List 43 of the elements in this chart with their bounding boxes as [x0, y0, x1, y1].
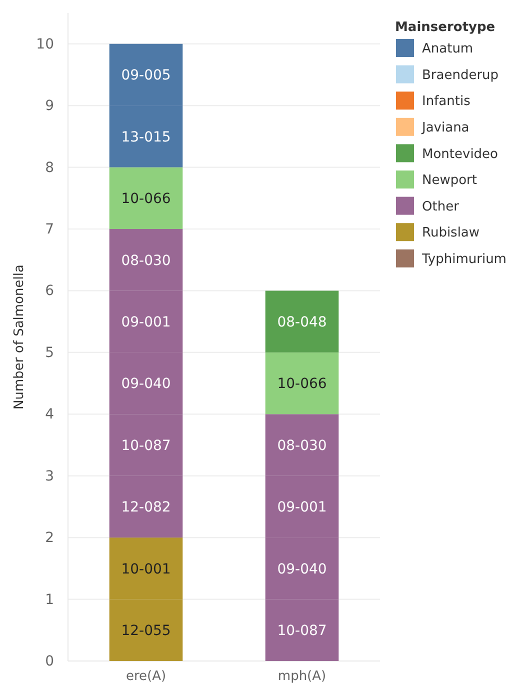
y-tick-label: 8 — [45, 160, 54, 176]
y-tick-label: 1 — [45, 592, 54, 608]
legend-label: Braenderup — [422, 68, 499, 83]
y-tick-label: 2 — [45, 530, 54, 546]
legend-label: Rubislaw — [422, 226, 480, 241]
bar — [265, 290, 339, 352]
legend-label: Newport — [422, 173, 478, 188]
data-label: 12-082 — [121, 500, 171, 516]
y-tick-label: 5 — [45, 344, 54, 361]
legend-label: Other — [422, 199, 460, 214]
y-tick-label: 4 — [45, 406, 54, 423]
data-label: 10-066 — [277, 376, 327, 392]
y-tick-label: 0 — [45, 653, 54, 670]
legend-label: Montevideo — [422, 146, 498, 162]
data-label: 09-040 — [121, 376, 171, 392]
legend-label: Anatum — [422, 42, 474, 57]
y-tick-label: 7 — [45, 221, 54, 238]
data-label: 08-030 — [277, 438, 327, 454]
y-tick-label: 9 — [45, 98, 54, 114]
x-tick-label: ere(A) — [126, 669, 166, 684]
data-label: 09-040 — [277, 561, 327, 578]
legend-label: Javiana — [421, 120, 470, 136]
data-label: 08-030 — [121, 252, 171, 269]
y-tick-label: 10 — [36, 36, 54, 52]
data-label: 10-066 — [121, 191, 171, 208]
data-label: 10-087 — [277, 623, 327, 640]
y-axis-title: Number of Salmonella — [12, 264, 27, 410]
data-label: 10-001 — [121, 561, 171, 578]
data-label: 08-048 — [277, 314, 327, 330]
y-tick-label: 6 — [45, 283, 54, 300]
legend-label: Typhimurium — [421, 252, 506, 267]
y-tick-label: 3 — [45, 468, 54, 484]
data-label: 13-015 — [121, 129, 171, 146]
data-label: 09-001 — [277, 500, 327, 516]
legend-label: Infantis — [422, 94, 471, 110]
data-label: 12-055 — [121, 623, 171, 640]
bar — [109, 167, 183, 229]
data-label: 09-001 — [121, 314, 171, 330]
x-tick-label: mph(A) — [278, 669, 326, 684]
legend-title: Mainserotype — [395, 20, 496, 35]
data-label: 09-005 — [121, 68, 171, 84]
data-label: 10-087 — [121, 438, 171, 454]
bar — [265, 352, 339, 414]
